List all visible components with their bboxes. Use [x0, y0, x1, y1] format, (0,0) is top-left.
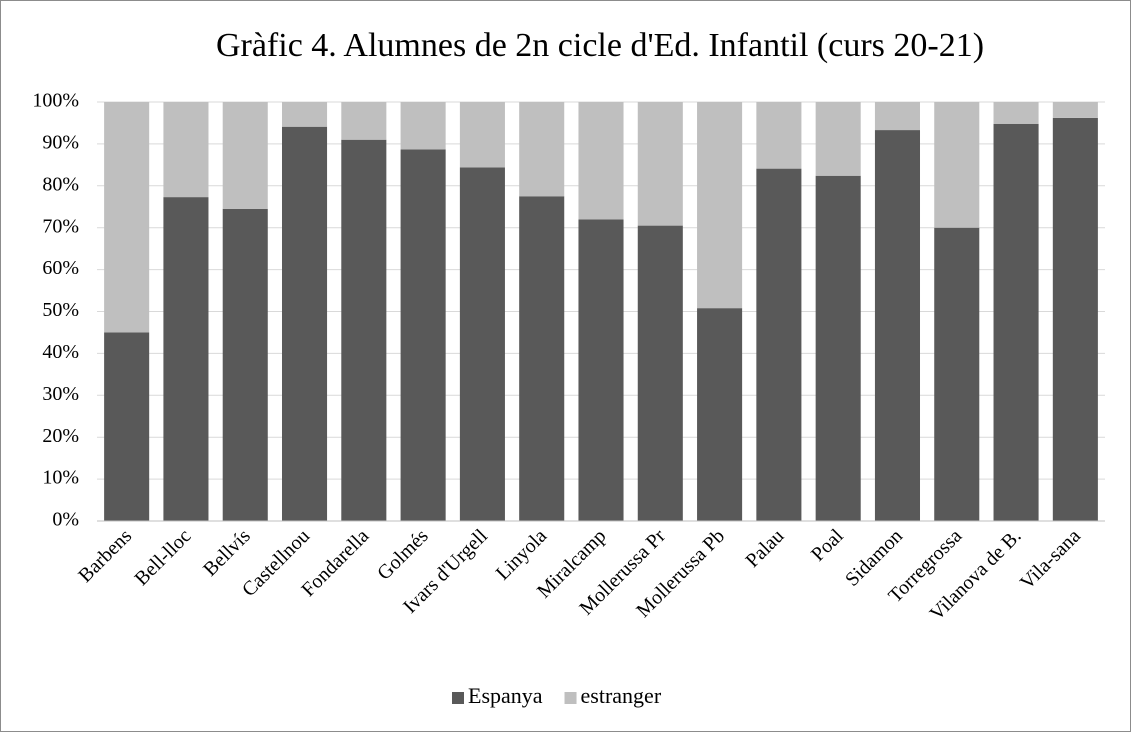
y-tick-label: 70%: [42, 215, 79, 237]
legend-label: estranger: [581, 683, 662, 708]
y-tick-label: 60%: [42, 257, 79, 279]
bar-segment: [934, 227, 980, 521]
bar-segment: [874, 102, 921, 131]
bar-segment: [222, 102, 268, 209]
bar-segment: [637, 225, 683, 522]
bar-segment: [815, 175, 861, 521]
bar-segment: [163, 102, 209, 198]
bar-segment: [578, 102, 624, 220]
chart-title: Gràfic 4. Alumnes de 2n cicle d'Ed. Infa…: [216, 27, 984, 64]
y-tick-label: 50%: [42, 299, 79, 321]
legend-swatch: [452, 692, 464, 704]
y-tick-label: 80%: [42, 173, 79, 195]
y-tick-label: 20%: [42, 425, 79, 447]
y-tick-label: 10%: [42, 467, 79, 489]
bar-segment: [341, 139, 387, 521]
bar-segment: [697, 102, 743, 309]
bar-segment: [993, 102, 1039, 124]
y-tick-label: 0%: [52, 509, 79, 531]
bar-segment: [104, 332, 150, 521]
y-tick-label: 100%: [32, 90, 79, 112]
bar-segment: [459, 167, 505, 521]
bar-segment: [459, 102, 505, 168]
bar-segment: [341, 102, 387, 140]
bar-segment: [1052, 102, 1098, 118]
bar-segment: [400, 102, 446, 150]
bar-segment: [756, 168, 802, 521]
bar-segment: [400, 149, 446, 522]
bar-segment: [222, 208, 268, 521]
bar-segment: [637, 102, 683, 226]
bar-segment: [993, 123, 1039, 522]
bar-segment: [697, 308, 743, 521]
legend-label: Espanya: [468, 683, 543, 708]
bar-segment: [934, 102, 980, 228]
bar-segment: [104, 102, 150, 333]
bar-segment: [756, 102, 802, 169]
bar-segment: [578, 219, 624, 521]
legend-swatch: [564, 692, 577, 704]
bar-segment: [163, 197, 209, 521]
bar-segment: [281, 126, 328, 521]
y-tick-label: 90%: [42, 131, 79, 153]
bar-segment: [519, 102, 565, 197]
bar-segment: [874, 130, 921, 521]
bar-segment: [815, 102, 861, 176]
bar-segment: [519, 196, 565, 521]
bar-segment: [281, 102, 328, 127]
y-tick-label: 40%: [42, 341, 79, 363]
y-tick-label: 30%: [42, 383, 79, 405]
bar-segment: [1052, 117, 1098, 521]
